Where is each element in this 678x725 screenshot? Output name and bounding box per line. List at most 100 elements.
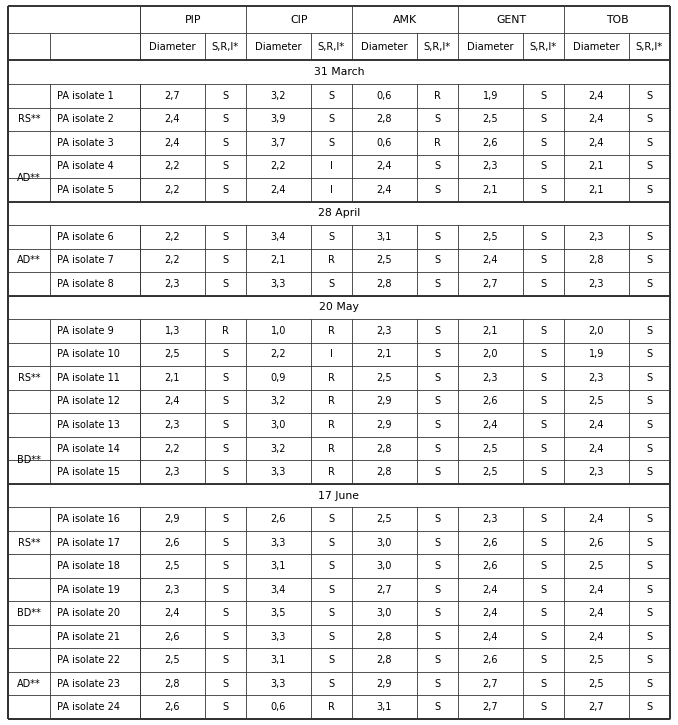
Text: 3,4: 3,4	[271, 232, 286, 242]
Text: RS**: RS**	[18, 115, 40, 124]
Text: 2,3: 2,3	[377, 326, 392, 336]
Text: PA isolate 14: PA isolate 14	[57, 444, 120, 454]
Text: 3,0: 3,0	[271, 420, 286, 430]
Text: 2,3: 2,3	[165, 584, 180, 594]
Text: S: S	[646, 185, 652, 195]
Text: S: S	[540, 115, 546, 124]
Text: S: S	[540, 703, 546, 712]
Text: S: S	[435, 514, 441, 524]
Text: 0,6: 0,6	[377, 138, 392, 148]
Text: S: S	[646, 349, 652, 360]
Text: S: S	[540, 279, 546, 289]
Text: 2,4: 2,4	[271, 185, 286, 195]
Text: S: S	[435, 232, 441, 242]
Text: S: S	[222, 514, 228, 524]
Text: S: S	[435, 115, 441, 124]
Text: S: S	[435, 185, 441, 195]
Text: 1,0: 1,0	[271, 326, 286, 336]
Text: PA isolate 20: PA isolate 20	[57, 608, 120, 618]
Text: S: S	[646, 420, 652, 430]
Text: S: S	[222, 279, 228, 289]
Text: PA isolate 7: PA isolate 7	[57, 255, 114, 265]
Text: 2,5: 2,5	[165, 655, 180, 666]
Text: S: S	[646, 608, 652, 618]
Text: S: S	[222, 349, 228, 360]
Text: S: S	[435, 703, 441, 712]
Text: AD**: AD**	[17, 255, 41, 265]
Text: S: S	[646, 373, 652, 383]
Text: S: S	[222, 444, 228, 454]
Text: 3,3: 3,3	[271, 631, 286, 642]
Text: 2,6: 2,6	[271, 514, 286, 524]
Text: R: R	[328, 373, 335, 383]
Text: R: R	[328, 326, 335, 336]
Text: S: S	[222, 467, 228, 477]
Text: S: S	[646, 584, 652, 594]
Text: R: R	[328, 444, 335, 454]
Text: PA isolate 18: PA isolate 18	[57, 561, 120, 571]
Text: 2,6: 2,6	[483, 561, 498, 571]
Text: 1,9: 1,9	[483, 91, 498, 101]
Text: 2,0: 2,0	[483, 349, 498, 360]
Text: S: S	[328, 608, 334, 618]
Text: S: S	[435, 655, 441, 666]
Text: GENT: GENT	[496, 14, 526, 25]
Text: 2,7: 2,7	[483, 703, 498, 712]
Text: 2,1: 2,1	[589, 161, 604, 171]
Text: 2,4: 2,4	[483, 255, 498, 265]
Text: 2,7: 2,7	[483, 279, 498, 289]
Text: S: S	[222, 373, 228, 383]
Text: S: S	[646, 444, 652, 454]
Text: 2,3: 2,3	[483, 161, 498, 171]
Text: 2,3: 2,3	[165, 467, 180, 477]
Text: PA isolate 5: PA isolate 5	[57, 185, 114, 195]
Text: 2,2: 2,2	[271, 161, 286, 171]
Text: 2,1: 2,1	[483, 326, 498, 336]
Text: 3,1: 3,1	[377, 703, 392, 712]
Text: PIP: PIP	[184, 14, 201, 25]
Text: 2,4: 2,4	[377, 185, 392, 195]
Text: S,R,I*: S,R,I*	[318, 42, 345, 52]
Text: 2,5: 2,5	[376, 255, 392, 265]
Text: 2,5: 2,5	[483, 115, 498, 124]
Text: 3,0: 3,0	[377, 608, 392, 618]
Text: S: S	[222, 655, 228, 666]
Text: PA isolate 1: PA isolate 1	[57, 91, 114, 101]
Text: S: S	[540, 608, 546, 618]
Text: AD**: AD**	[17, 679, 41, 689]
Text: S: S	[435, 631, 441, 642]
Text: 2,7: 2,7	[589, 703, 604, 712]
Text: 2,4: 2,4	[165, 115, 180, 124]
Text: S: S	[646, 326, 652, 336]
Text: S: S	[222, 397, 228, 407]
Text: 3,0: 3,0	[377, 561, 392, 571]
Text: I: I	[330, 349, 333, 360]
Text: 3,1: 3,1	[377, 232, 392, 242]
Text: S: S	[435, 397, 441, 407]
Text: 2,4: 2,4	[483, 631, 498, 642]
Text: 3,4: 3,4	[271, 584, 286, 594]
Text: S: S	[646, 232, 652, 242]
Text: PA isolate 11: PA isolate 11	[57, 373, 120, 383]
Text: 0,6: 0,6	[377, 91, 392, 101]
Text: R: R	[434, 91, 441, 101]
Text: 20 May: 20 May	[319, 302, 359, 312]
Text: 3,1: 3,1	[271, 655, 286, 666]
Text: S: S	[328, 279, 334, 289]
Text: S: S	[646, 679, 652, 689]
Text: S: S	[540, 185, 546, 195]
Text: 1,3: 1,3	[165, 326, 180, 336]
Text: S: S	[540, 326, 546, 336]
Text: Diameter: Diameter	[361, 42, 407, 52]
Text: 3,3: 3,3	[271, 679, 286, 689]
Text: R: R	[328, 703, 335, 712]
Text: S: S	[222, 608, 228, 618]
Text: S: S	[435, 444, 441, 454]
Text: 2,6: 2,6	[483, 655, 498, 666]
Text: 2,5: 2,5	[589, 397, 604, 407]
Text: PA isolate 4: PA isolate 4	[57, 161, 114, 171]
Text: RS**: RS**	[18, 538, 40, 547]
Text: 3,3: 3,3	[271, 467, 286, 477]
Text: PA isolate 22: PA isolate 22	[57, 655, 120, 666]
Text: 2,8: 2,8	[377, 444, 392, 454]
